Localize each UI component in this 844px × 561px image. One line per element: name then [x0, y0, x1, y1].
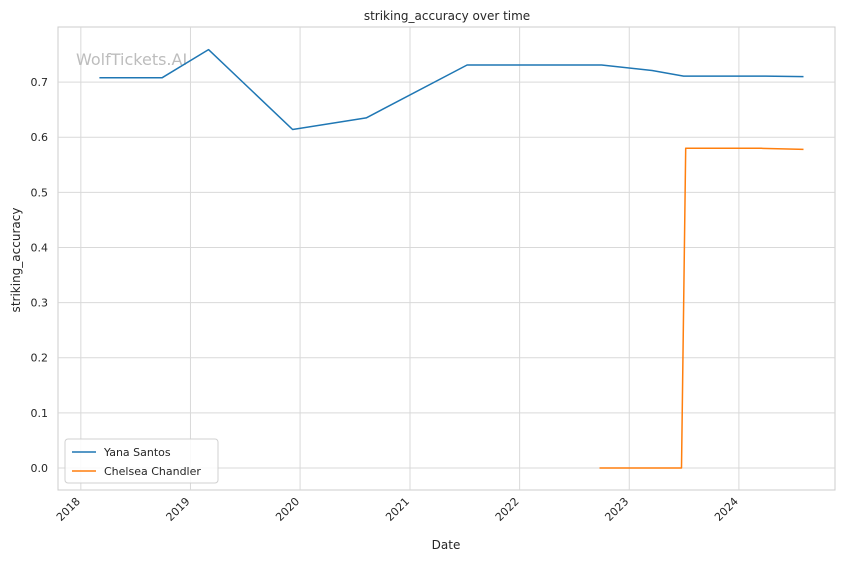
x-tick-label-2023: 2023 — [602, 495, 631, 524]
x-tick-label-2020: 2020 — [273, 495, 302, 524]
y-tick-label-0.1: 0.1 — [31, 407, 49, 420]
legend-label-chelsea-chandler: Chelsea Chandler — [104, 465, 201, 478]
series-line-yana-santos — [99, 48, 804, 131]
legend-box — [64, 438, 219, 484]
y-tick-label-0.2: 0.2 — [31, 352, 49, 365]
series-line-chelsea-chandler — [599, 147, 804, 469]
legend: Yana Santos Chelsea Chandler — [64, 438, 219, 484]
x-tick-label-2024: 2024 — [712, 495, 741, 524]
x-tick-label-2018: 2018 — [54, 495, 83, 524]
x-tick-label-2022: 2022 — [493, 495, 522, 524]
y-tick-label-0.6: 0.6 — [31, 131, 49, 144]
y-tick-label-0.5: 0.5 — [31, 186, 49, 199]
x-axis-ticks: 2018 2019 2020 2021 2022 2023 2024 — [54, 495, 741, 524]
chart-title: striking_accuracy over time — [364, 9, 530, 23]
y-axis-ticks: 0.0 0.1 0.2 0.3 0.4 0.5 0.6 0.7 — [31, 76, 49, 475]
y-tick-label-0.3: 0.3 — [31, 297, 49, 310]
series-layer — [99, 48, 804, 469]
y-tick-label-0.4: 0.4 — [31, 241, 49, 254]
watermark-text: WolfTickets.AI — [76, 50, 187, 69]
plot-area — [57, 26, 836, 491]
legend-label-yana-santos: Yana Santos — [103, 446, 171, 459]
x-tick-label-2021: 2021 — [383, 495, 412, 524]
y-axis-label: striking_accuracy — [9, 208, 23, 313]
y-tick-label-0.0: 0.0 — [31, 462, 49, 475]
y-tick-label-0.7: 0.7 — [31, 76, 49, 89]
grid — [58, 27, 835, 490]
x-tick-label-2019: 2019 — [164, 495, 193, 524]
x-axis-label: Date — [432, 538, 461, 552]
